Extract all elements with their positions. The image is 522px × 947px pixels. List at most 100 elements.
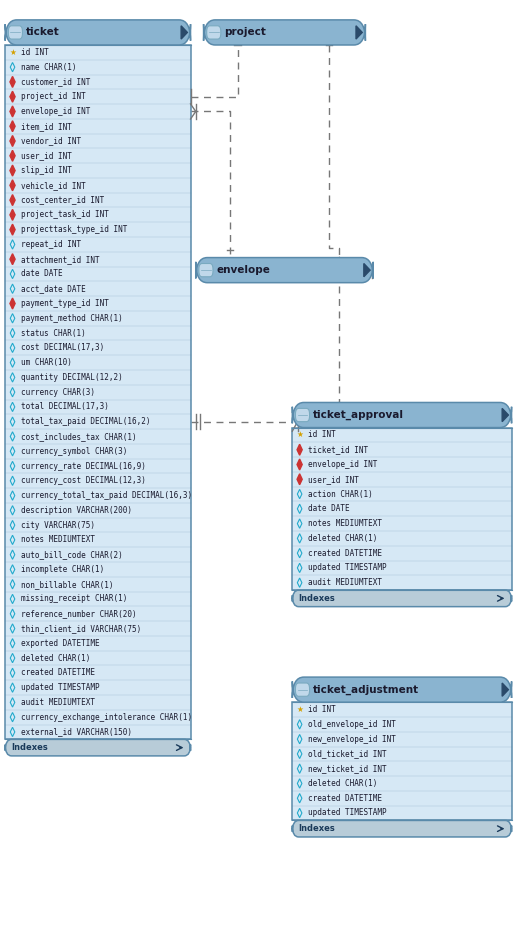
Text: customer_id INT: customer_id INT bbox=[21, 78, 90, 86]
Text: envelope: envelope bbox=[217, 265, 270, 276]
Text: Indexes: Indexes bbox=[299, 594, 335, 603]
Text: ticket: ticket bbox=[26, 27, 60, 38]
FancyBboxPatch shape bbox=[5, 45, 191, 740]
Polygon shape bbox=[10, 77, 15, 87]
Text: city VARCHAR(75): city VARCHAR(75) bbox=[21, 521, 95, 529]
FancyBboxPatch shape bbox=[196, 258, 373, 282]
Text: ticket_approval: ticket_approval bbox=[313, 410, 404, 420]
Text: deleted CHAR(1): deleted CHAR(1) bbox=[308, 779, 377, 788]
Text: Indexes: Indexes bbox=[11, 743, 48, 752]
Text: old_ticket_id INT: old_ticket_id INT bbox=[308, 749, 387, 759]
Text: deleted CHAR(1): deleted CHAR(1) bbox=[21, 653, 90, 663]
Text: exported DATETIME: exported DATETIME bbox=[21, 639, 100, 648]
Text: reference_number CHAR(20): reference_number CHAR(20) bbox=[21, 609, 137, 618]
Text: acct_date DATE: acct_date DATE bbox=[21, 284, 86, 294]
Text: deleted CHAR(1): deleted CHAR(1) bbox=[308, 534, 377, 543]
Text: new_envelope_id INT: new_envelope_id INT bbox=[308, 735, 396, 743]
Text: updated TIMESTAMP: updated TIMESTAMP bbox=[308, 563, 387, 572]
Text: audit MEDIUMTEXT: audit MEDIUMTEXT bbox=[21, 698, 95, 706]
Polygon shape bbox=[10, 106, 15, 117]
Text: created DATETIME: created DATETIME bbox=[308, 548, 382, 558]
Text: name CHAR(1): name CHAR(1) bbox=[21, 63, 76, 72]
Polygon shape bbox=[502, 408, 508, 421]
Text: quantity DECIMAL(12,2): quantity DECIMAL(12,2) bbox=[21, 373, 123, 382]
Text: project: project bbox=[224, 27, 266, 38]
Text: currency CHAR(3): currency CHAR(3) bbox=[21, 387, 95, 397]
Text: created DATETIME: created DATETIME bbox=[308, 794, 382, 803]
Text: ★: ★ bbox=[296, 706, 303, 714]
Text: payment_type_id INT: payment_type_id INT bbox=[21, 299, 109, 308]
Text: vehicle_id INT: vehicle_id INT bbox=[21, 181, 86, 189]
Polygon shape bbox=[10, 135, 15, 147]
Text: envelope_id INT: envelope_id INT bbox=[308, 460, 377, 469]
Text: total DECIMAL(17,3): total DECIMAL(17,3) bbox=[21, 402, 109, 411]
Text: project_id INT: project_id INT bbox=[21, 92, 86, 101]
Polygon shape bbox=[10, 91, 15, 102]
FancyBboxPatch shape bbox=[292, 428, 512, 590]
Text: date DATE: date DATE bbox=[21, 270, 63, 278]
Text: total_tax_paid DECIMAL(16,2): total_tax_paid DECIMAL(16,2) bbox=[21, 418, 150, 426]
FancyBboxPatch shape bbox=[295, 408, 310, 421]
FancyBboxPatch shape bbox=[292, 590, 512, 607]
Text: non_billable CHAR(1): non_billable CHAR(1) bbox=[21, 580, 113, 589]
Polygon shape bbox=[10, 165, 15, 176]
Polygon shape bbox=[10, 209, 15, 221]
Polygon shape bbox=[297, 474, 302, 485]
Text: cost_center_id INT: cost_center_id INT bbox=[21, 196, 104, 205]
Text: thin_client_id VARCHAR(75): thin_client_id VARCHAR(75) bbox=[21, 624, 141, 633]
Text: status CHAR(1): status CHAR(1) bbox=[21, 329, 86, 337]
Text: incomplete CHAR(1): incomplete CHAR(1) bbox=[21, 565, 104, 574]
Text: Indexes: Indexes bbox=[299, 824, 335, 833]
FancyBboxPatch shape bbox=[8, 26, 22, 39]
Text: cost_includes_tax CHAR(1): cost_includes_tax CHAR(1) bbox=[21, 432, 137, 441]
Text: id INT: id INT bbox=[308, 706, 336, 714]
Text: created DATETIME: created DATETIME bbox=[21, 669, 95, 677]
Polygon shape bbox=[502, 683, 508, 696]
FancyBboxPatch shape bbox=[5, 740, 191, 756]
FancyBboxPatch shape bbox=[207, 26, 221, 39]
Polygon shape bbox=[10, 298, 15, 309]
Polygon shape bbox=[356, 26, 362, 39]
Text: missing_receipt CHAR(1): missing_receipt CHAR(1) bbox=[21, 595, 127, 603]
Text: ★: ★ bbox=[296, 431, 303, 439]
Text: action CHAR(1): action CHAR(1) bbox=[308, 490, 373, 498]
Text: old_envelope_id INT: old_envelope_id INT bbox=[308, 720, 396, 729]
Text: envelope_id INT: envelope_id INT bbox=[21, 107, 90, 116]
Text: currency_symbol CHAR(3): currency_symbol CHAR(3) bbox=[21, 447, 127, 456]
Text: um CHAR(10): um CHAR(10) bbox=[21, 358, 72, 367]
Text: description VARCHAR(200): description VARCHAR(200) bbox=[21, 506, 132, 515]
Text: external_id VARCHAR(150): external_id VARCHAR(150) bbox=[21, 727, 132, 737]
Text: repeat_id INT: repeat_id INT bbox=[21, 240, 81, 249]
Text: attachment_id INT: attachment_id INT bbox=[21, 255, 100, 263]
Text: currency_exchange_intolerance CHAR(1): currency_exchange_intolerance CHAR(1) bbox=[21, 713, 192, 722]
Polygon shape bbox=[10, 224, 15, 235]
Text: currency_total_tax_paid DECIMAL(16,3): currency_total_tax_paid DECIMAL(16,3) bbox=[21, 491, 192, 500]
Polygon shape bbox=[10, 195, 15, 205]
Text: updated TIMESTAMP: updated TIMESTAMP bbox=[21, 683, 100, 692]
FancyBboxPatch shape bbox=[292, 402, 512, 428]
Text: ★: ★ bbox=[9, 48, 16, 57]
Polygon shape bbox=[364, 263, 370, 277]
Polygon shape bbox=[10, 254, 15, 265]
Polygon shape bbox=[297, 459, 302, 470]
Polygon shape bbox=[181, 26, 187, 39]
Text: notes MEDIUMTEXT: notes MEDIUMTEXT bbox=[308, 519, 382, 528]
Text: id INT: id INT bbox=[308, 431, 336, 439]
FancyBboxPatch shape bbox=[292, 820, 512, 837]
FancyBboxPatch shape bbox=[292, 677, 512, 703]
Text: project_task_id INT: project_task_id INT bbox=[21, 210, 109, 220]
Text: auto_bill_code CHAR(2): auto_bill_code CHAR(2) bbox=[21, 550, 123, 559]
Text: new_ticket_id INT: new_ticket_id INT bbox=[308, 764, 387, 773]
Text: slip_id INT: slip_id INT bbox=[21, 166, 72, 175]
Text: cost DECIMAL(17,3): cost DECIMAL(17,3) bbox=[21, 344, 104, 352]
Text: currency_cost DECIMAL(12,3): currency_cost DECIMAL(12,3) bbox=[21, 476, 146, 485]
Text: updated TIMESTAMP: updated TIMESTAMP bbox=[308, 809, 387, 817]
Polygon shape bbox=[10, 180, 15, 191]
Text: audit MEDIUMTEXT: audit MEDIUMTEXT bbox=[308, 579, 382, 587]
Text: id INT: id INT bbox=[21, 48, 49, 57]
FancyBboxPatch shape bbox=[199, 263, 213, 277]
FancyBboxPatch shape bbox=[204, 20, 365, 45]
Text: vendor_id INT: vendor_id INT bbox=[21, 136, 81, 146]
Polygon shape bbox=[297, 444, 302, 456]
Text: user_id INT: user_id INT bbox=[308, 474, 359, 484]
